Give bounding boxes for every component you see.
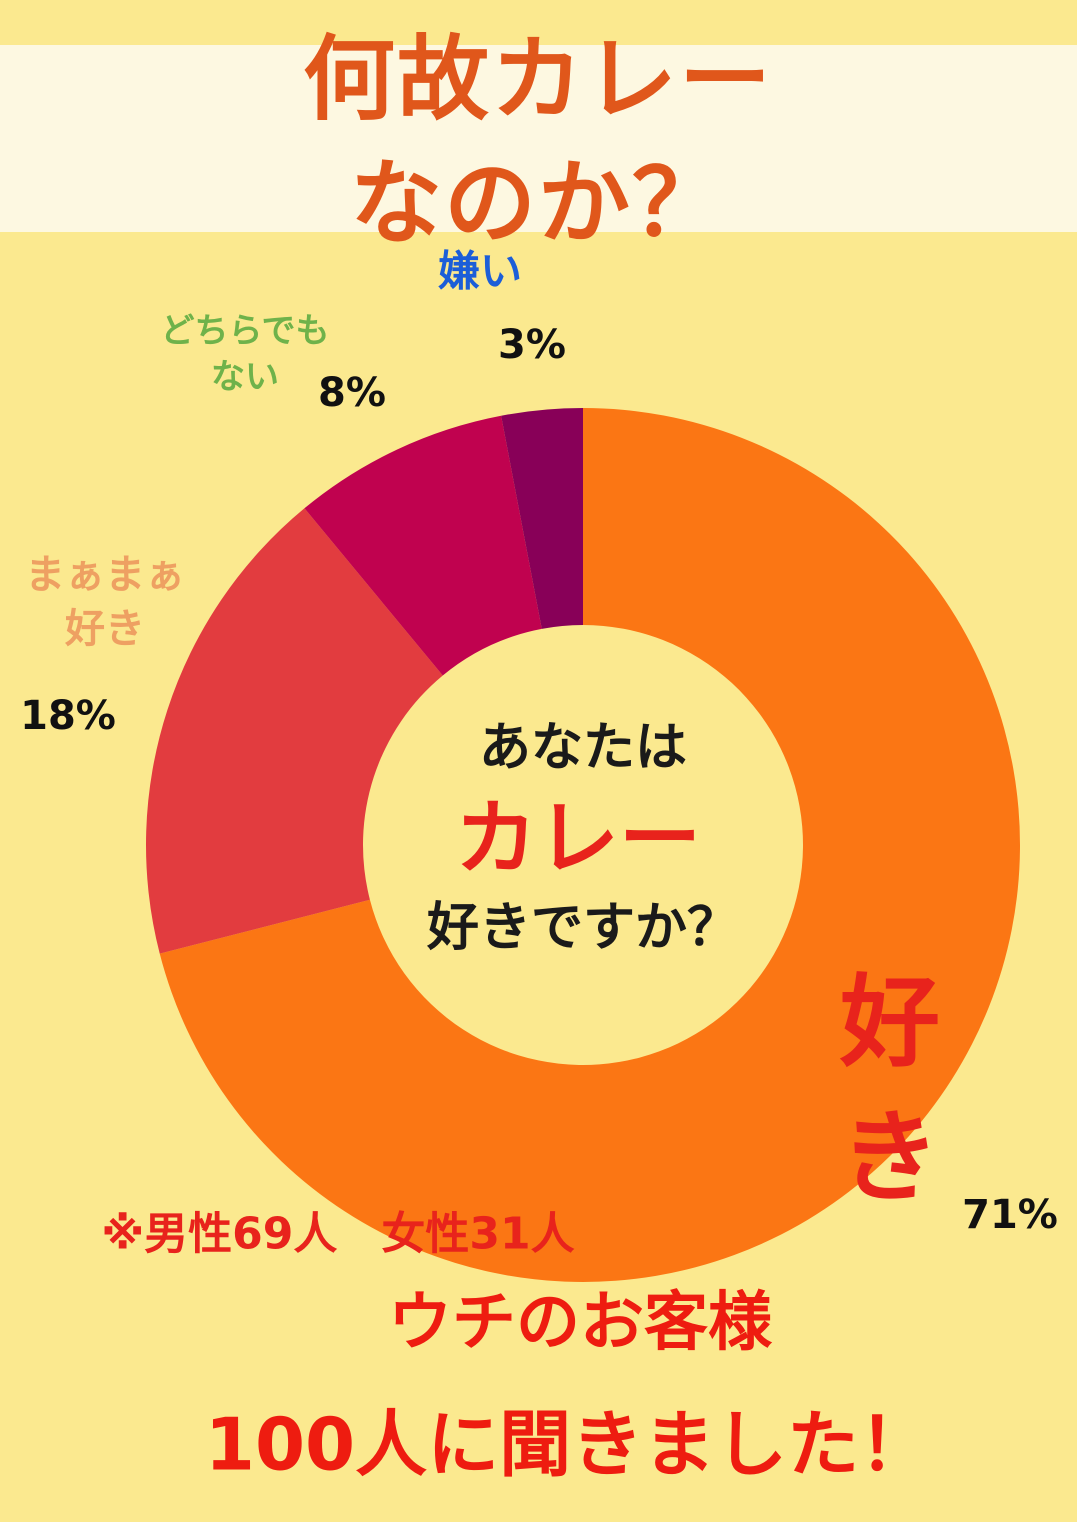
footer-line: 100人に聞きました！ (204, 1402, 932, 1487)
donut-slice (159, 408, 1021, 1282)
category-label: 好き (840, 964, 940, 1216)
donut-slice (501, 408, 583, 629)
value-label: 3% (498, 322, 566, 368)
value-label: 8% (318, 370, 386, 416)
category-label: まぁまぁ 好き (25, 552, 185, 652)
value-label: 71% (962, 1192, 1058, 1238)
category-label: 嫌い (437, 246, 523, 296)
category-label: どちらでも ない (160, 311, 330, 397)
donut-slice (304, 415, 542, 676)
title-band (0, 45, 1077, 232)
footer-line: ウチのお客様 (388, 1285, 772, 1360)
center-text: 好きですか？ (426, 897, 740, 958)
value-label: 18% (20, 693, 116, 739)
center-text: カレー (454, 791, 702, 887)
title: 何故カレーなのか？ (302, 25, 773, 257)
note: ※男性69人 女性31人 (101, 1208, 575, 1260)
donut-slice (146, 508, 443, 954)
center-text: あなたは (478, 717, 688, 778)
